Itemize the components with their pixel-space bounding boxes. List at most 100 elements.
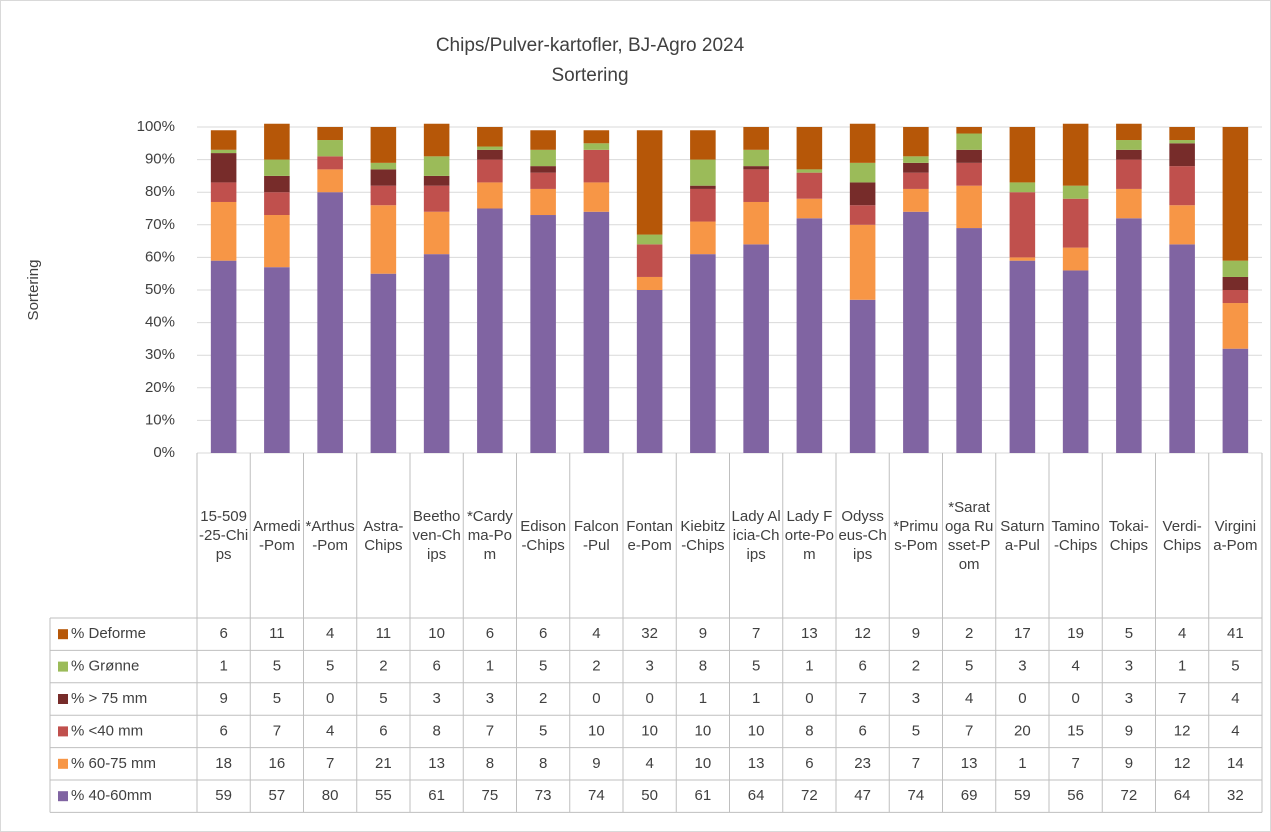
table-value: 5	[1125, 625, 1133, 642]
table-value: 7	[752, 625, 760, 642]
table-value: 7	[858, 690, 866, 707]
table-value: 3	[432, 690, 440, 707]
bar-segment	[1116, 218, 1142, 453]
chart-subtitle: Sortering	[551, 65, 628, 86]
bar-segment	[423, 156, 450, 176]
bar-segment	[690, 188, 716, 222]
bar-segment	[956, 228, 982, 453]
x-tick-label: Virginia-Pom	[1213, 517, 1258, 554]
table-value: 19	[1067, 625, 1084, 642]
x-tick-label: *Saratoga Russet-Pom	[944, 498, 994, 573]
table-value: 10	[641, 722, 658, 739]
table-value: 13	[748, 755, 765, 772]
table-value: 7	[912, 755, 920, 772]
bar-segment	[583, 130, 610, 144]
y-tick-label: 40%	[145, 314, 175, 331]
table-value: 5	[965, 658, 973, 675]
bar-segment	[1222, 127, 1249, 261]
bar-segment	[1009, 182, 1036, 193]
bar-segment	[370, 185, 397, 206]
bar-segment	[1009, 260, 1036, 453]
table-value: 10	[588, 722, 605, 739]
chart-title: Chips/Pulver-kartofler, BJ-Agro 2024	[436, 35, 745, 56]
table-value: 59	[215, 787, 232, 804]
x-tick-label: Armedi-Pom	[253, 517, 301, 554]
y-tick-label: 30%	[145, 346, 175, 363]
bar-segment	[1116, 149, 1142, 160]
table-value: 5	[1231, 658, 1239, 675]
bar-segment	[1222, 276, 1249, 290]
bar-segment	[1169, 244, 1195, 453]
bar-segment	[956, 133, 982, 150]
table-value: 6	[486, 625, 494, 642]
bar-segment	[210, 182, 237, 202]
table-value: 47	[854, 787, 871, 804]
bar-segment	[1062, 123, 1089, 186]
table-value: 5	[326, 658, 334, 675]
bar-segment	[903, 162, 929, 173]
bar-segment	[423, 211, 450, 255]
x-tick-label: *Cardyma-Pom	[466, 508, 513, 563]
table-value: 21	[375, 755, 392, 772]
table-value: 2	[912, 658, 920, 675]
table-value: 4	[326, 625, 334, 642]
x-tick-label: Lady Forte-Pom	[784, 508, 834, 563]
legend-label: % Grønne	[71, 658, 139, 675]
table-value: 6	[432, 658, 440, 675]
bar-segment	[636, 276, 663, 290]
table-value: 64	[748, 787, 765, 804]
bar-segment	[530, 149, 556, 167]
bar-segment	[690, 185, 716, 189]
table-value: 0	[645, 690, 653, 707]
bar-segment	[636, 244, 663, 277]
table-value: 0	[1018, 690, 1026, 707]
table-value: 61	[695, 787, 712, 804]
legend-label: % > 75 mm	[71, 690, 147, 707]
bar-segment	[264, 123, 290, 160]
table-value: 0	[326, 690, 334, 707]
bar-segment	[477, 159, 503, 183]
bar-segment	[1116, 188, 1142, 219]
bar-segment	[370, 127, 397, 163]
bar-segment	[210, 201, 237, 261]
table-value: 74	[908, 787, 925, 804]
table-value: 3	[1018, 658, 1026, 675]
table-value: 8	[486, 755, 494, 772]
bar-segment	[743, 201, 769, 245]
bar-segment	[1222, 348, 1249, 453]
table-value: 57	[269, 787, 286, 804]
table-value: 73	[535, 787, 552, 804]
x-tick-label: Lady Alicia-Chips	[731, 508, 781, 563]
bar-segment	[423, 123, 450, 157]
bar-segment	[743, 169, 769, 202]
table-value: 9	[1125, 722, 1133, 739]
x-tick-label: Fontane-Pom	[626, 517, 673, 554]
bar-segment	[956, 127, 982, 134]
table-value: 0	[805, 690, 813, 707]
table-value: 5	[539, 658, 547, 675]
table-value: 0	[592, 690, 600, 707]
bar-segment	[849, 123, 876, 163]
bar-segment	[423, 254, 450, 453]
bar-segment	[1009, 127, 1036, 183]
table-value: 2	[379, 658, 387, 675]
bar-segment	[1169, 127, 1195, 141]
table-value: 6	[219, 722, 227, 739]
table-value: 1	[699, 690, 707, 707]
bar-segment	[690, 159, 716, 186]
table-value: 23	[854, 755, 871, 772]
bar-segment	[317, 127, 343, 141]
bar-segment	[1062, 185, 1089, 199]
table-value: 3	[645, 658, 653, 675]
bar-segment	[1222, 303, 1249, 349]
bar-segment	[477, 149, 503, 160]
table-value: 7	[273, 722, 281, 739]
y-tick-label: 50%	[145, 281, 175, 298]
x-tick-label: Falcon-Pul	[573, 517, 619, 554]
bar-segment	[636, 290, 663, 453]
table-value: 17	[1014, 625, 1031, 642]
y-tick-label: 0%	[153, 444, 175, 461]
table-value: 10	[428, 625, 445, 642]
bar-segment	[796, 169, 823, 173]
table-value: 4	[645, 755, 653, 772]
